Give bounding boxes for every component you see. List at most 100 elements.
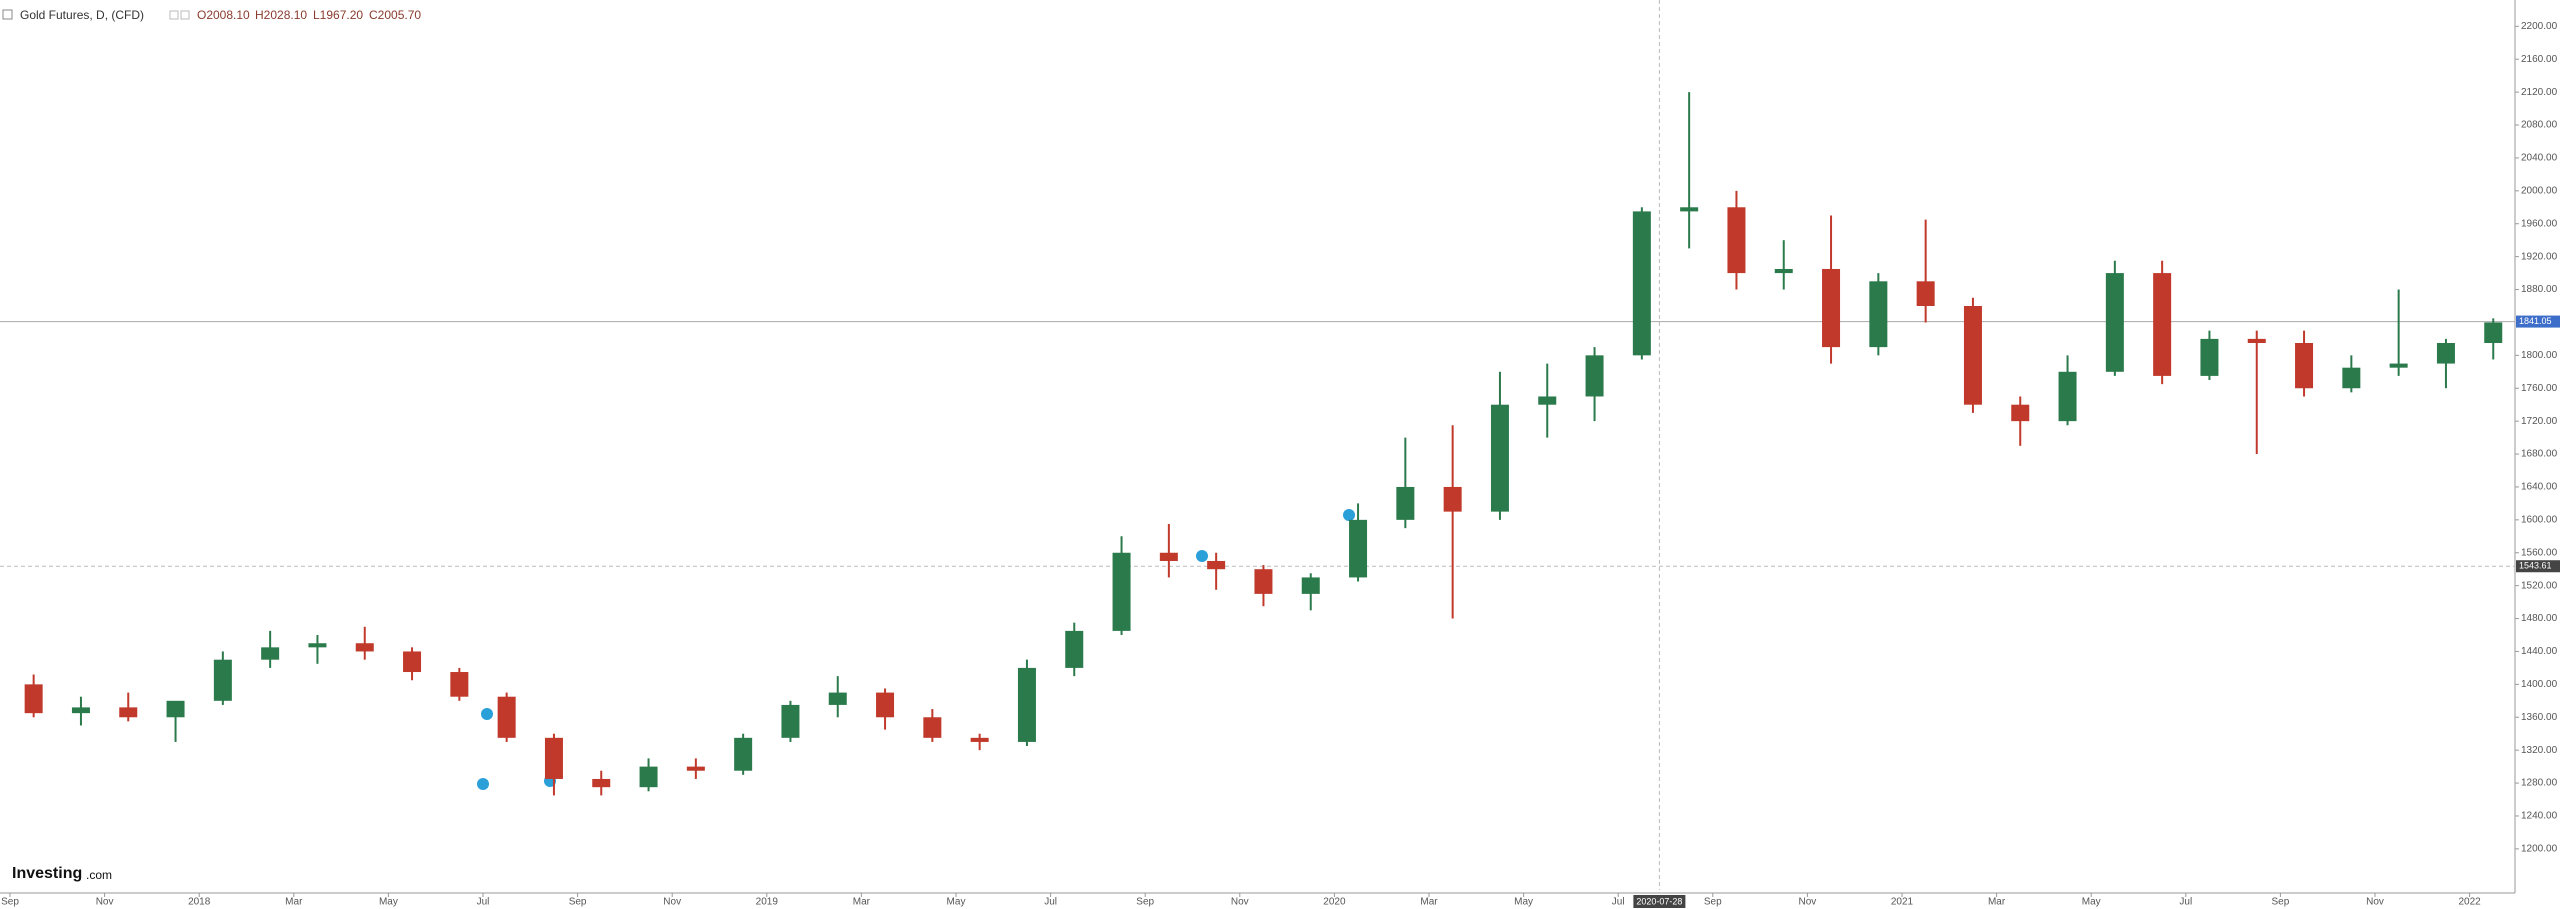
x-tick-label: 2021 xyxy=(1891,897,1914,908)
crosshair-price-box xyxy=(2516,560,2560,573)
candle-body xyxy=(24,684,43,714)
candle-body xyxy=(71,707,90,714)
x-tick-label: Jul xyxy=(477,897,490,908)
candle-body xyxy=(1632,211,1651,356)
x-tick-label: May xyxy=(2082,897,2101,908)
candle-body xyxy=(261,647,280,660)
event-marker[interactable] xyxy=(481,708,493,720)
candle-body xyxy=(970,737,989,742)
x-tick-label: Mar xyxy=(1420,897,1438,908)
crosshair-price-label: 1543.61 xyxy=(2519,561,2552,571)
candle-body xyxy=(639,766,658,788)
x-tick-label: 2019 xyxy=(756,897,779,908)
crosshair-date-box xyxy=(1633,895,1686,908)
candle-body xyxy=(828,692,847,705)
candle-body xyxy=(781,704,800,738)
symbol-title: Gold Futures, D, (CFD) xyxy=(20,8,144,22)
y-tick-label: 2200.00 xyxy=(2521,21,2558,32)
x-tick-label: May xyxy=(1514,897,1533,908)
y-tick-label: 1280.00 xyxy=(2521,778,2558,789)
y-tick-label: 1560.00 xyxy=(2521,547,2558,558)
y-tick-label: 1880.00 xyxy=(2521,284,2558,295)
candle-body xyxy=(403,651,422,673)
candle-body xyxy=(686,766,705,771)
y-tick-label: 1320.00 xyxy=(2521,745,2558,756)
candle-body xyxy=(2011,404,2030,422)
candle-body xyxy=(2389,363,2408,368)
x-tick-label: Sep xyxy=(1,897,19,908)
candle-body xyxy=(2436,343,2455,364)
y-tick-label: 1760.00 xyxy=(2521,383,2558,394)
candle-body xyxy=(1349,519,1368,578)
x-tick-label: Sep xyxy=(1704,897,1722,908)
candle-body xyxy=(2484,322,2503,344)
candle-body xyxy=(119,707,138,718)
candle-body xyxy=(923,717,942,738)
x-tick-label: Nov xyxy=(1799,897,1817,908)
x-tick-label: Nov xyxy=(2366,897,2384,908)
y-tick-label: 1200.00 xyxy=(2521,844,2558,855)
x-tick-label: Jul xyxy=(1044,897,1057,908)
close-icon[interactable] xyxy=(180,10,190,20)
x-tick-label: Mar xyxy=(1988,897,2006,908)
settings-icon[interactable] xyxy=(169,10,179,20)
y-tick-label: 1800.00 xyxy=(2521,350,2558,361)
candle-body xyxy=(876,692,895,718)
x-tick-label: Sep xyxy=(569,897,587,908)
y-tick-label: 1440.00 xyxy=(2521,646,2558,657)
x-tick-label: Jul xyxy=(1612,897,1625,908)
watermark-suffix: .com xyxy=(86,868,112,882)
ohlc-close: C2005.70 xyxy=(369,8,421,22)
x-tick-label: May xyxy=(947,897,966,908)
candle-body xyxy=(2105,273,2124,372)
x-tick-label: Sep xyxy=(1136,897,1154,908)
candle-body xyxy=(1112,552,1131,631)
y-tick-label: 2000.00 xyxy=(2521,185,2558,196)
candle-body xyxy=(734,737,753,771)
candle-body xyxy=(2342,367,2361,389)
x-tick-label: Nov xyxy=(1231,897,1249,908)
event-marker[interactable] xyxy=(1196,550,1208,562)
candle-body xyxy=(1869,281,1888,348)
crosshair-date-label: 2020-07-28 xyxy=(1636,896,1682,906)
y-tick-label: 2160.00 xyxy=(2521,54,2558,65)
y-tick-label: 1480.00 xyxy=(2521,613,2558,624)
y-tick-label: 2080.00 xyxy=(2521,120,2558,131)
candle-body xyxy=(1396,486,1415,520)
collapse-icon[interactable] xyxy=(2,9,13,20)
candle-body xyxy=(1538,396,1557,405)
candle-body xyxy=(1822,268,1841,348)
x-tick-label: Nov xyxy=(96,897,114,908)
candle-body xyxy=(1963,305,1982,405)
candle-body xyxy=(2058,371,2077,422)
x-tick-label: May xyxy=(379,897,398,908)
y-tick-label: 1600.00 xyxy=(2521,514,2558,525)
x-tick-label: 2020 xyxy=(1323,897,1346,908)
candle-body xyxy=(1585,355,1604,397)
candle-body xyxy=(1680,207,1699,212)
candle-body xyxy=(1774,268,1793,274)
candle-body xyxy=(355,643,374,652)
y-tick-label: 2040.00 xyxy=(2521,153,2558,164)
candle-body xyxy=(2247,338,2266,344)
candle-body xyxy=(2153,273,2172,376)
y-tick-label: 1680.00 xyxy=(2521,449,2558,460)
event-marker[interactable] xyxy=(1343,509,1355,521)
y-tick-label: 1400.00 xyxy=(2521,679,2558,690)
x-tick-label: Nov xyxy=(663,897,681,908)
candle-body xyxy=(1727,207,1746,274)
candle-body xyxy=(213,659,232,701)
event-marker[interactable] xyxy=(477,778,489,790)
candle-body xyxy=(308,643,327,648)
candle-body xyxy=(544,737,563,779)
candle-body xyxy=(1065,630,1084,668)
candle-body xyxy=(1301,577,1320,594)
candle-body xyxy=(2200,338,2219,376)
x-tick-label: Mar xyxy=(853,897,871,908)
candle-body xyxy=(592,778,611,788)
y-tick-label: 1360.00 xyxy=(2521,712,2558,723)
x-tick-label: Sep xyxy=(2272,897,2290,908)
y-tick-label: 1920.00 xyxy=(2521,251,2558,262)
candle-body xyxy=(1916,281,1935,306)
